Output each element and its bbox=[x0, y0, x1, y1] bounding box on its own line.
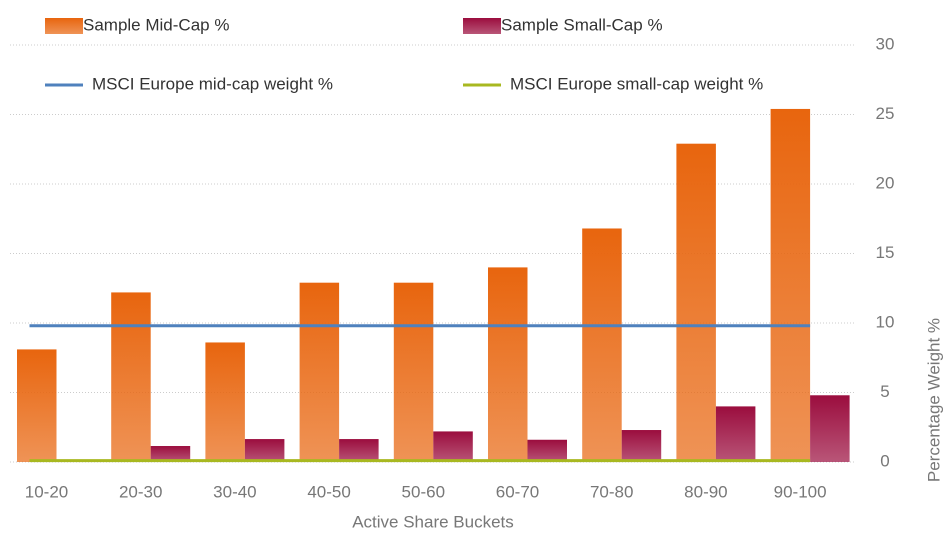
bar bbox=[244, 439, 285, 462]
legend-label: Sample Mid-Cap % bbox=[83, 15, 229, 34]
x-tick-label: 40-50 bbox=[307, 482, 350, 501]
bar bbox=[582, 228, 622, 462]
bar bbox=[770, 108, 811, 462]
legend-swatch bbox=[463, 18, 501, 34]
legend-label: MSCI Europe mid-cap weight % bbox=[92, 74, 333, 93]
x-tick-label: 10-20 bbox=[25, 482, 68, 501]
bar bbox=[150, 446, 191, 462]
bar bbox=[433, 431, 473, 462]
bar bbox=[810, 395, 850, 462]
bar bbox=[676, 143, 716, 462]
x-axis-label: Active Share Buckets bbox=[352, 512, 514, 531]
y-tick-label: 25 bbox=[876, 104, 895, 123]
bar bbox=[621, 430, 662, 462]
bar bbox=[339, 439, 379, 462]
y-tick-label: 20 bbox=[876, 173, 895, 192]
x-tick-label: 70-80 bbox=[590, 482, 633, 501]
x-tick-label: 80-90 bbox=[684, 482, 727, 501]
x-tick-label: 20-30 bbox=[119, 482, 162, 501]
bar bbox=[393, 282, 434, 462]
bar bbox=[527, 439, 567, 462]
x-tick-label: 90-100 bbox=[774, 482, 827, 501]
y-tick-label: 0 bbox=[880, 451, 889, 470]
legend: Sample Mid-Cap % Sample Small-Cap % MSCI E… bbox=[45, 15, 763, 93]
x-tick-label: 60-70 bbox=[496, 482, 539, 501]
legend-label: Sample Small-Cap % bbox=[501, 15, 663, 34]
bar bbox=[17, 349, 57, 462]
bar bbox=[205, 342, 245, 462]
bar bbox=[111, 292, 151, 462]
y-tick-label: 10 bbox=[876, 312, 895, 331]
y-tick-label: 15 bbox=[876, 243, 895, 262]
legend-label: MSCI Europe small-cap weight % bbox=[510, 74, 763, 93]
x-tick-label: 50-60 bbox=[402, 482, 445, 501]
y-axis-label: Percentage Weight % bbox=[924, 318, 943, 482]
x-tick-label: 30-40 bbox=[213, 482, 256, 501]
y-tick-label: 30 bbox=[876, 34, 895, 53]
bar bbox=[488, 267, 528, 462]
legend-swatch bbox=[45, 18, 83, 34]
y-tick-label: 5 bbox=[880, 382, 889, 401]
bar bbox=[715, 406, 756, 462]
bar bbox=[299, 282, 340, 462]
